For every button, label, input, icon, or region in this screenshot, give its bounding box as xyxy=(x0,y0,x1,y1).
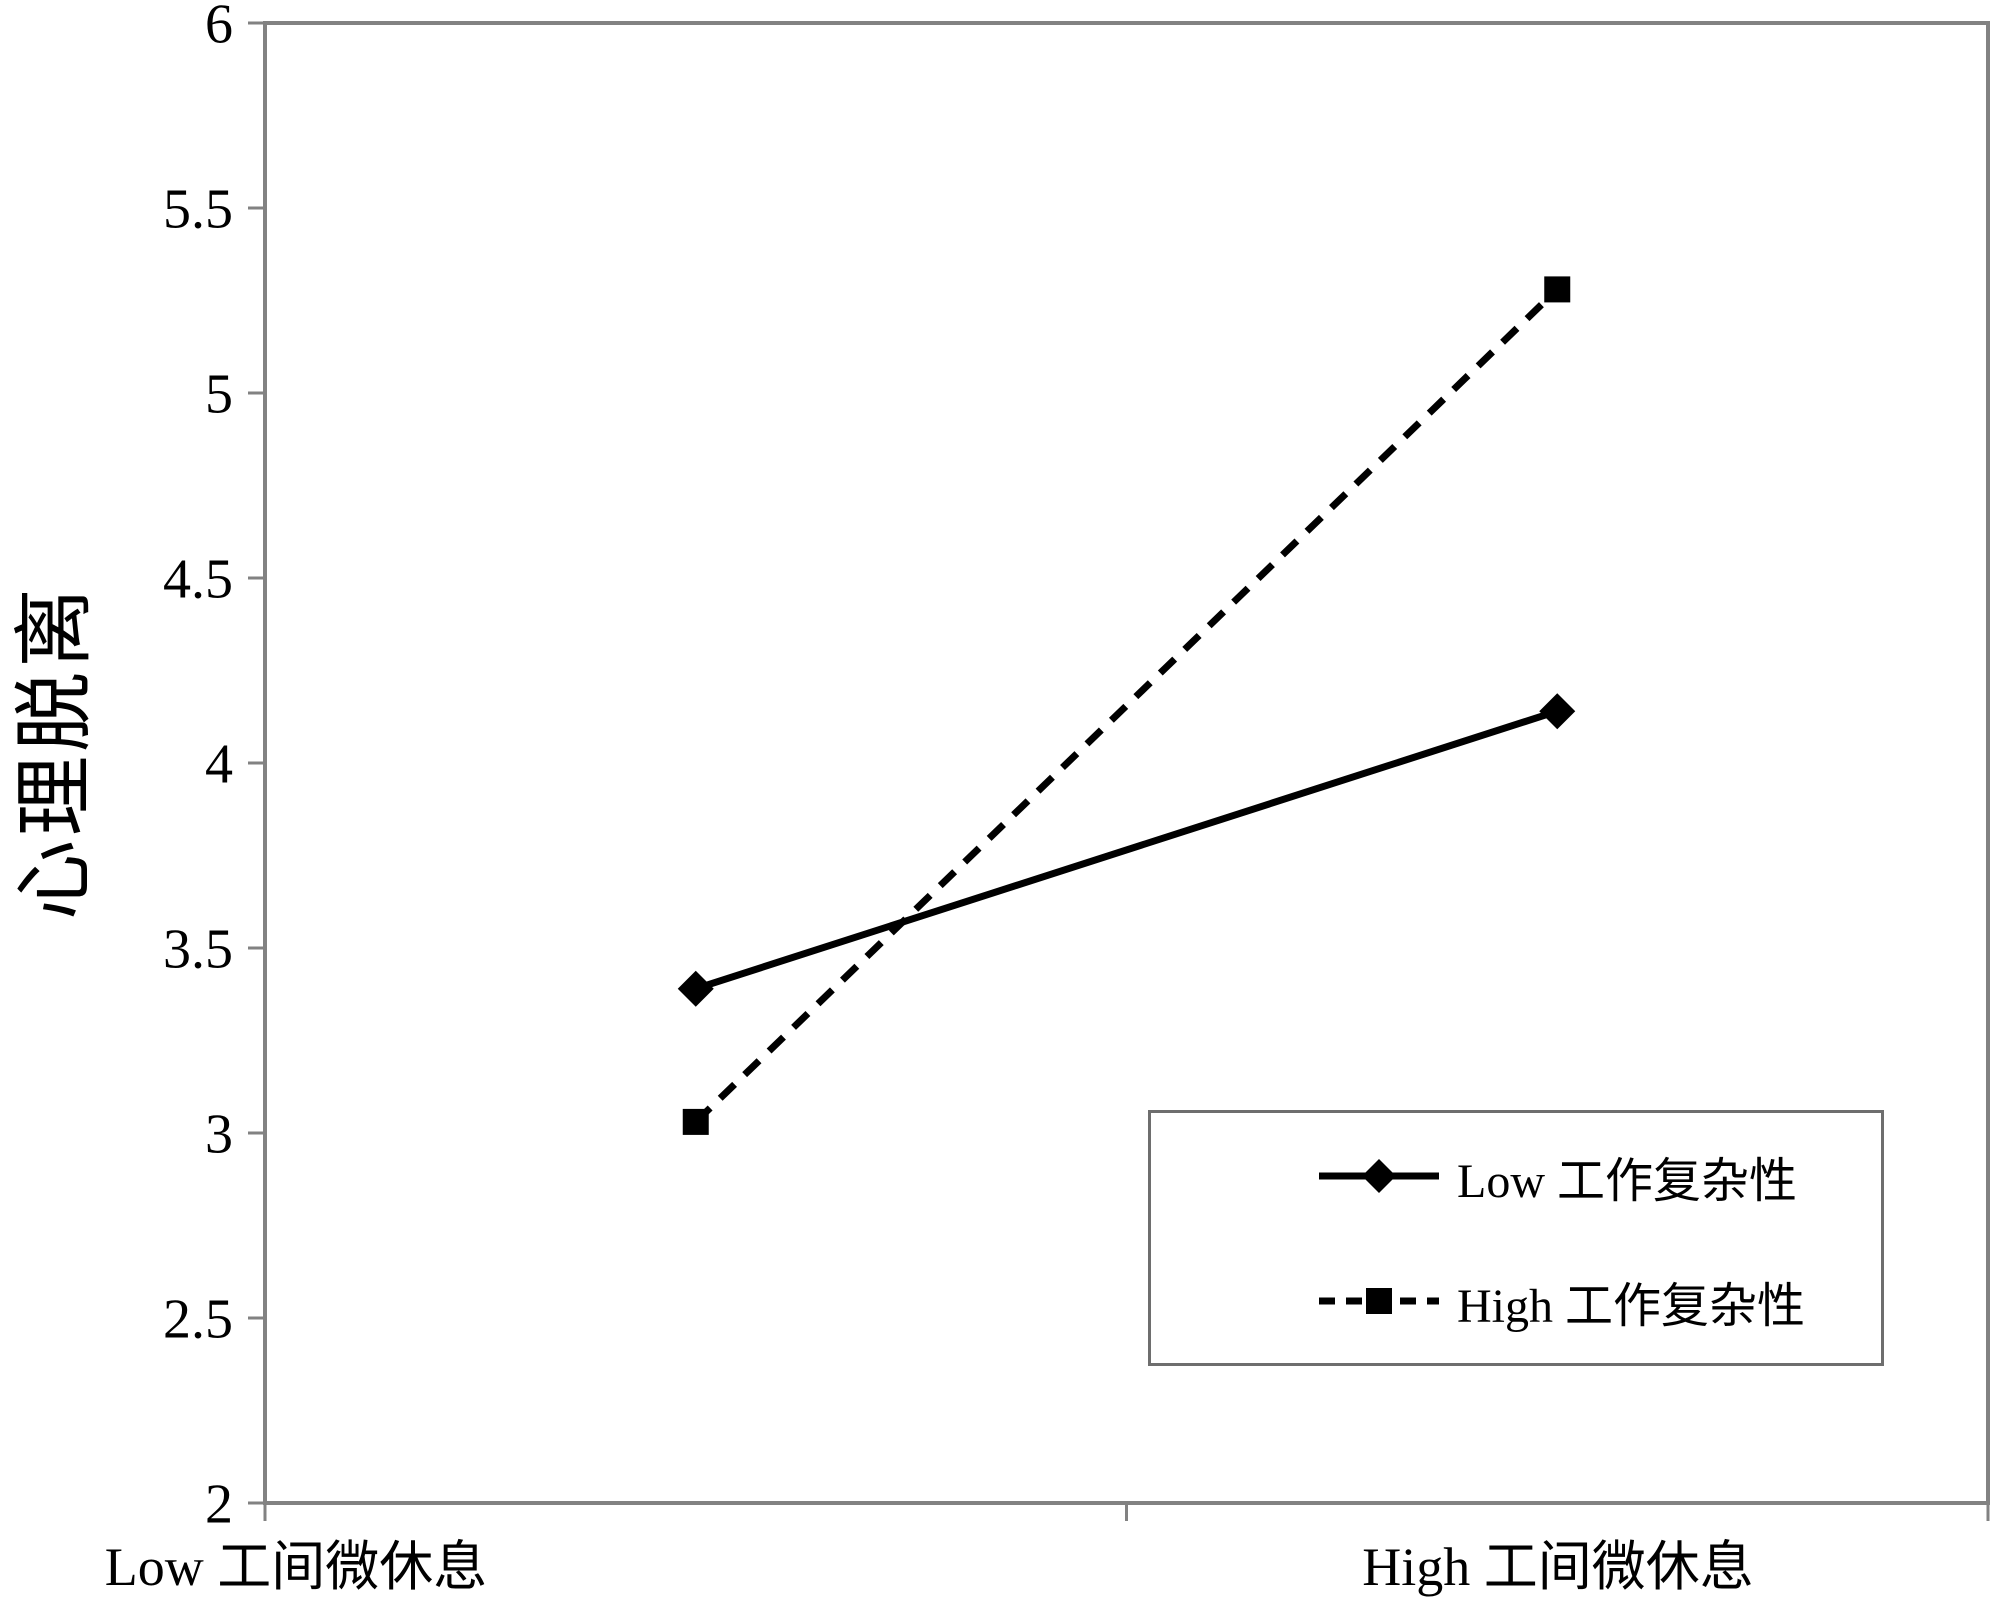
legend-sample-dashed-square xyxy=(1319,1287,1439,1314)
y-tick-label: 2.5 xyxy=(163,1289,233,1351)
data-point-diamond xyxy=(1539,693,1576,730)
legend-label-high: High 工作复杂性 xyxy=(1457,1279,1806,1333)
x-category-label-high: High 工间微休息 xyxy=(1362,1537,1754,1597)
legend-label-low: Low 工作复杂性 xyxy=(1457,1154,1797,1208)
data-point-square xyxy=(1544,276,1571,303)
legend: Low 工作复杂性 High 工作复杂性 xyxy=(1148,1110,1884,1366)
series-line-dashed xyxy=(693,286,1560,1125)
y-tick-label: 6 xyxy=(205,0,233,56)
data-point-square xyxy=(682,1108,709,1135)
y-tick-label: 4 xyxy=(205,734,233,796)
series-line-solid xyxy=(694,707,1559,993)
x-category-label-low: Low 工间微休息 xyxy=(104,1537,488,1597)
legend-sample-solid-diamond xyxy=(1319,1158,1439,1193)
y-tick-label: 3.5 xyxy=(163,919,233,981)
y-tick-label: 5.5 xyxy=(163,179,233,241)
y-tick-label: 5 xyxy=(205,364,233,426)
data-point-diamond xyxy=(677,970,714,1007)
legend-entry-low: Low 工作复杂性 xyxy=(1319,1141,1881,1211)
y-tick-label: 4.5 xyxy=(163,549,233,611)
y-axis-title: 心理脱离 xyxy=(12,584,100,920)
legend-entry-high: High 工作复杂性 xyxy=(1319,1266,1881,1336)
y-tick-label: 3 xyxy=(205,1104,233,1166)
y-tick-label: 2 xyxy=(205,1474,233,1536)
